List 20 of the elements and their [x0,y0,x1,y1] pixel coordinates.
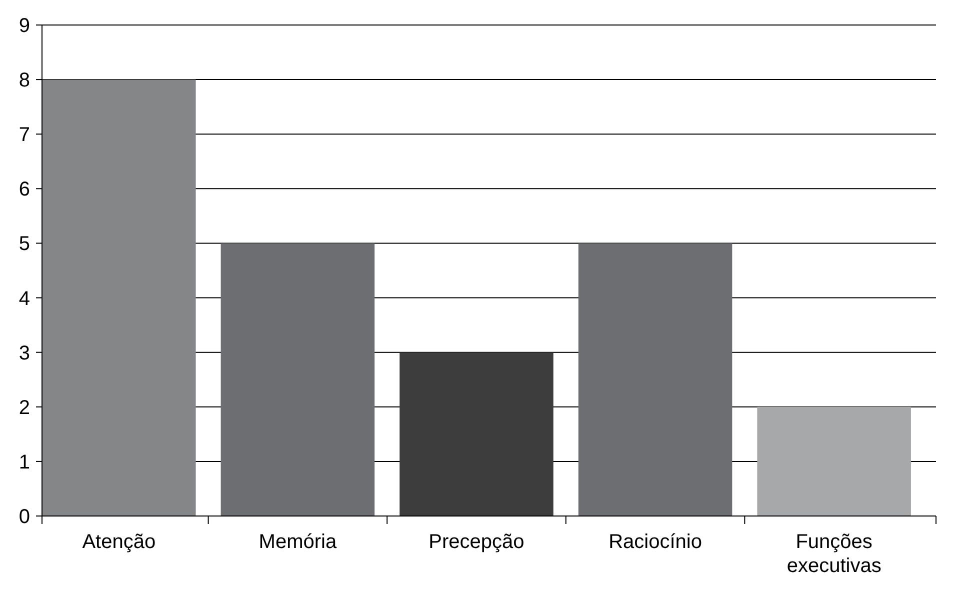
y-tick-label: 4 [18,288,30,310]
x-tick-label: Raciocínio [608,531,702,553]
bar [578,243,732,516]
x-tick-label: Funções executivas [786,531,882,577]
y-tick-label: 7 [18,124,30,146]
y-tick-label: 2 [18,396,30,419]
y-tick-label: 9 [18,15,30,37]
x-tick-label: Atenção [82,531,156,553]
bar [220,243,375,516]
bar [757,406,911,516]
x-tick-label: Precepção [428,531,524,553]
y-tick-label: 1 [18,451,30,474]
y-tick-label: 8 [18,70,30,92]
y-tick-label: 5 [18,233,30,256]
y-tick-label: 3 [18,342,30,364]
x-tick-label: Memória [258,531,338,553]
y-tick-label: 0 [18,506,30,528]
y-tick-label: 6 [18,178,30,201]
bar [42,80,196,516]
bar [400,352,554,516]
